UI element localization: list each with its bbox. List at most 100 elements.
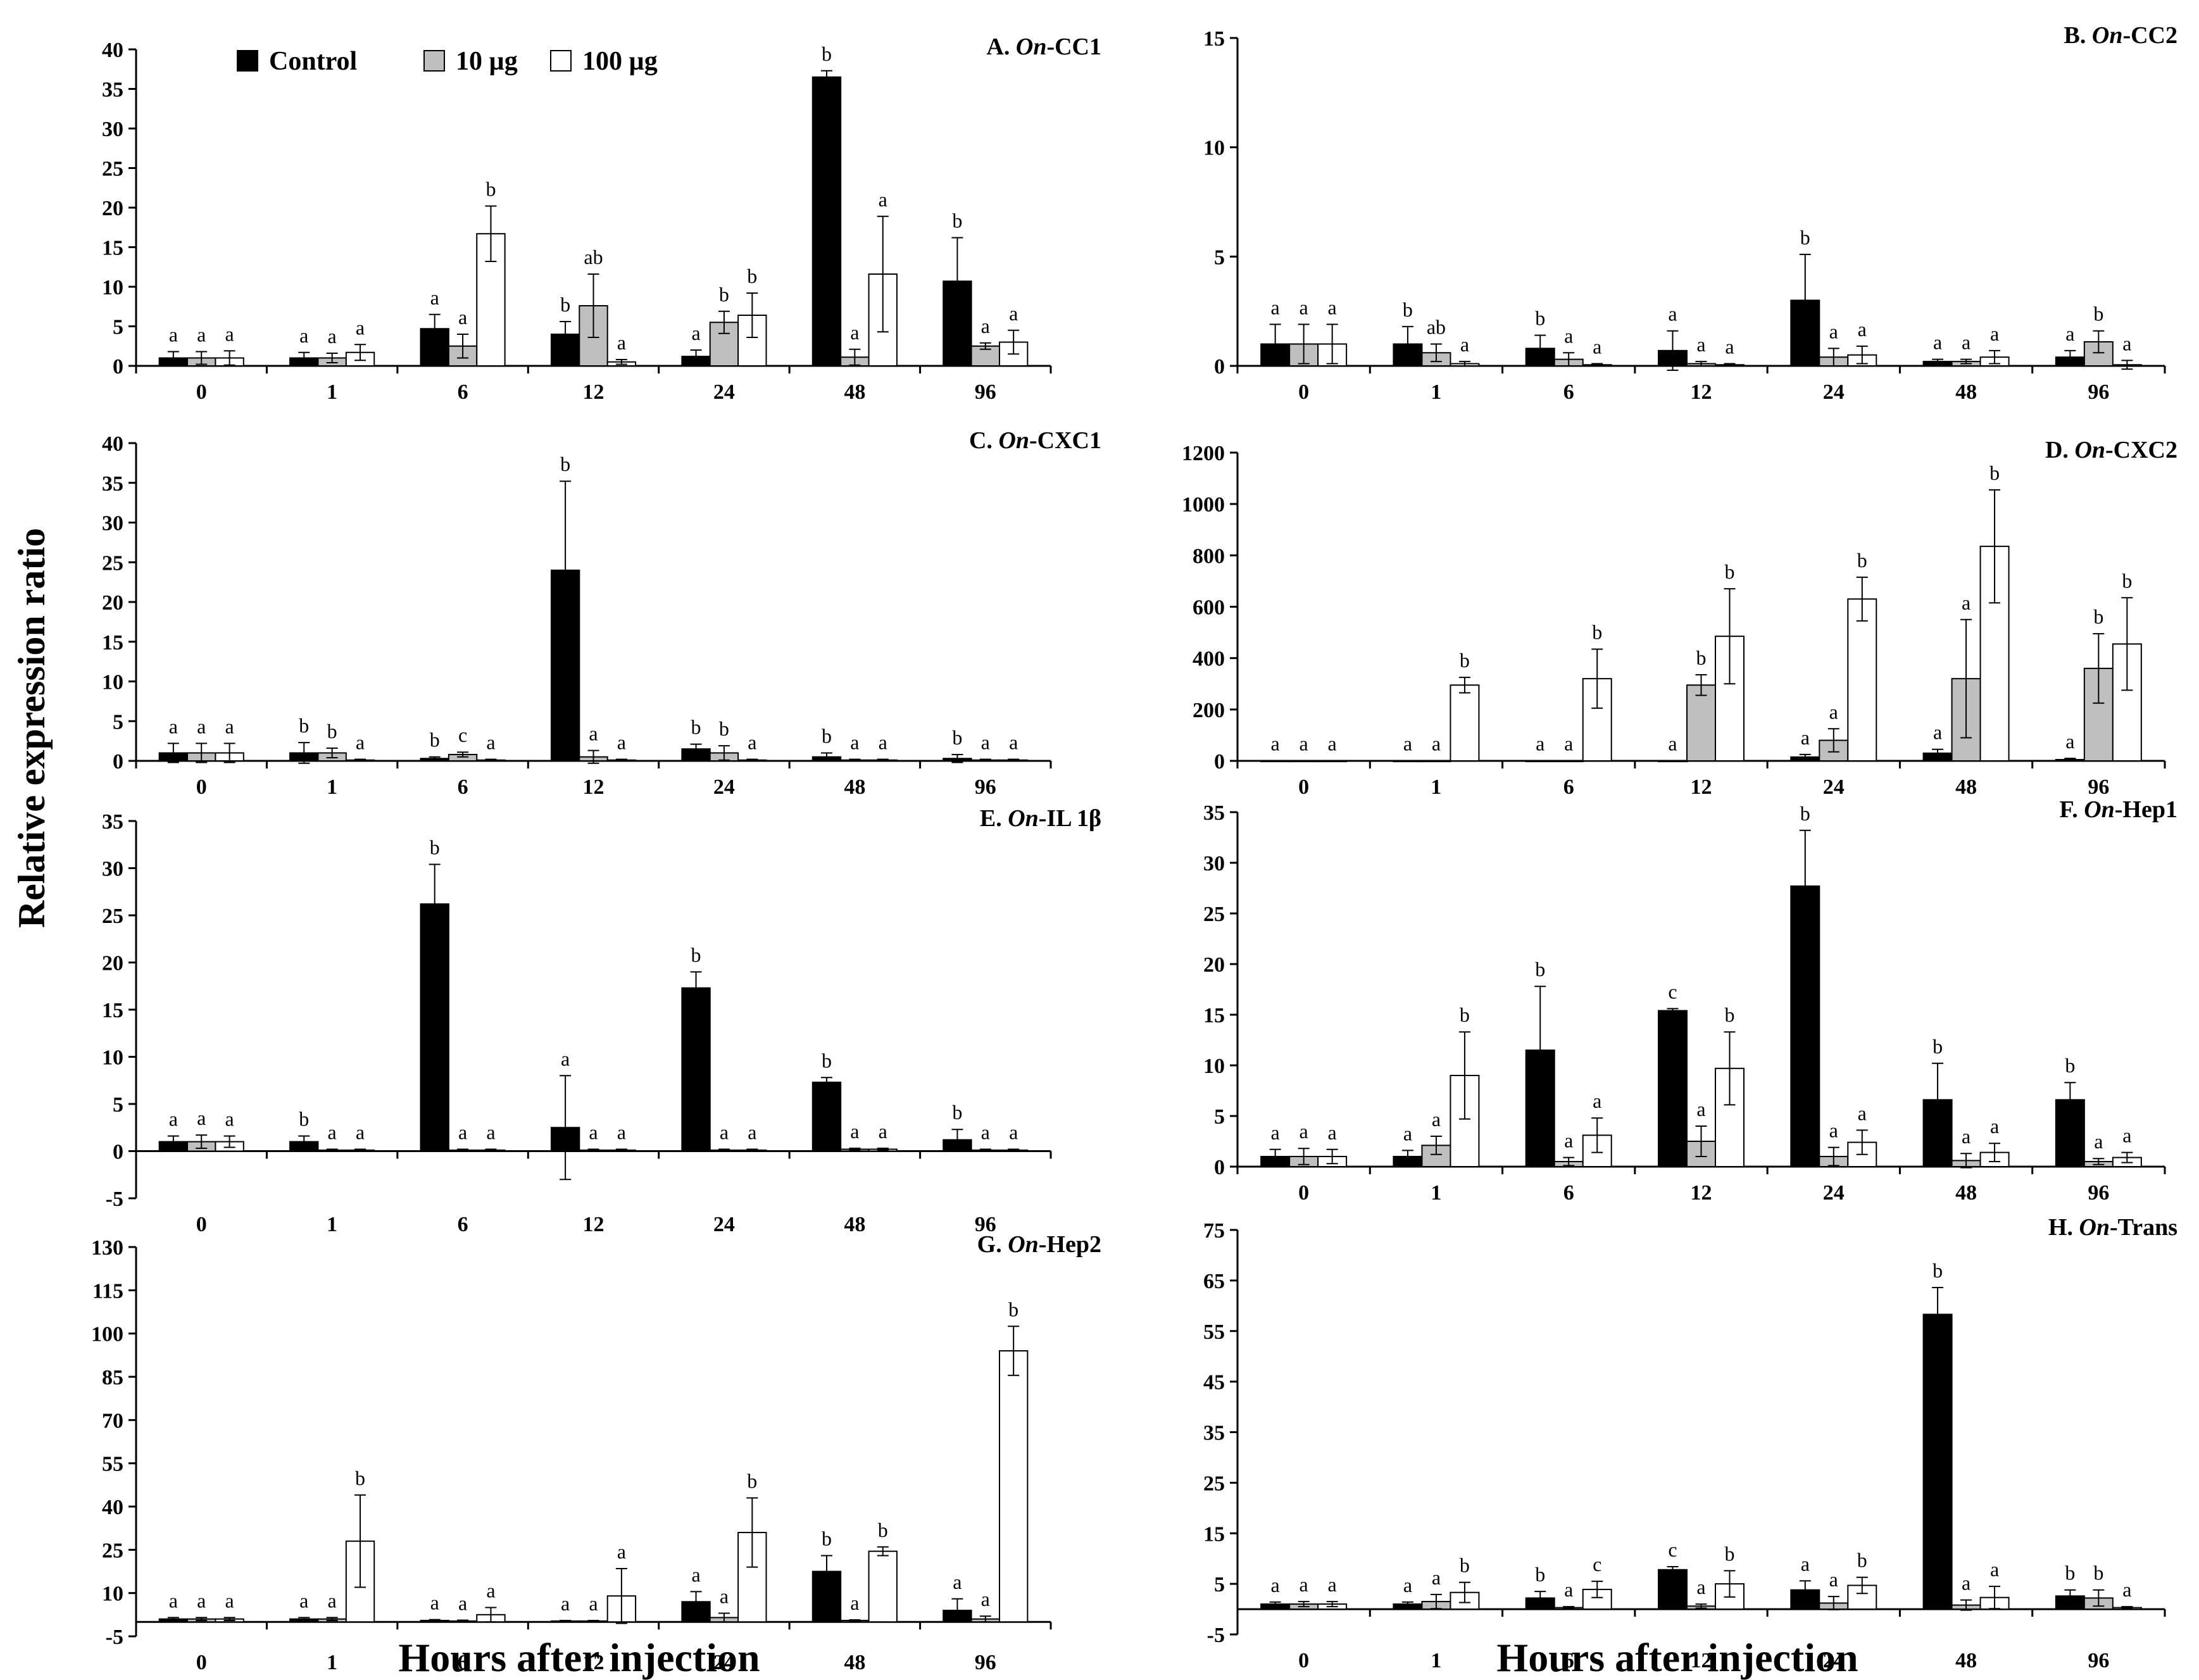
panel-a-y-tick-label: 20: [102, 197, 123, 220]
bar-d-12-s0: [1658, 760, 1688, 763]
sig-letter-h-12-s0: c: [1668, 1538, 1677, 1561]
panel-h-x-tick-label: 96: [2088, 1649, 2109, 1672]
sig-letter-a-48-s1: a: [850, 321, 859, 344]
bar-d-0-s2: [1317, 760, 1348, 763]
sig-letter-e-0-s0: a: [169, 1108, 178, 1131]
panel-g-x-tick-label: 24: [713, 1651, 735, 1674]
panel-b-title: B. On-CC2: [2064, 22, 2177, 49]
sig-letter-e-48-s1: a: [850, 1120, 859, 1143]
panel-g-y-tick-label: 100: [91, 1323, 123, 1346]
bar-d-6-s0: [1525, 760, 1555, 763]
sig-letter-b-96-s2: a: [2122, 332, 2131, 354]
sig-letter-h-6-s1: a: [1564, 1578, 1573, 1601]
bar-h-12-s0: [1658, 1569, 1688, 1610]
panel-h-y-tick-label: 15: [1203, 1522, 1225, 1546]
panel-h-y-tick-label: 65: [1203, 1270, 1225, 1293]
panel-c-x-tick-label: 12: [583, 775, 605, 799]
panel-d-y-tick-label: 1200: [1182, 442, 1225, 465]
panel-a-x-tick-label: 48: [844, 380, 865, 404]
panel-b-x-tick-label: 6: [1563, 380, 1574, 404]
panel-g-x-tick-label: 48: [844, 1651, 865, 1674]
sig-letter-h-1-s1: a: [1432, 1566, 1441, 1589]
panel-a-y-tick-label: 40: [102, 39, 123, 62]
panel-d-x-tick-label: 12: [1691, 775, 1712, 799]
panel-f-y-tick-label: 25: [1203, 903, 1225, 926]
sig-letter-c-24-s1: b: [719, 717, 729, 740]
panel-e-y-tick-label: 10: [102, 1046, 123, 1070]
sig-letter-b-1-s2: a: [1460, 333, 1469, 356]
sig-letter-b-96-s0: a: [2065, 322, 2074, 345]
sig-letter-c-12-s2: a: [617, 730, 626, 753]
sig-letter-g-12-s0: a: [561, 1592, 570, 1615]
y-axis-label: Relative expression ratio: [11, 528, 53, 928]
sig-letter-f-6-s2: a: [1593, 1089, 1601, 1112]
panel-h-y-tick-label: 5: [1214, 1573, 1225, 1596]
sig-letter-f-1-s0: a: [1403, 1122, 1412, 1144]
panel-f-x-tick-label: 1: [1431, 1181, 1441, 1205]
sig-letter-e-12-s1: a: [589, 1121, 598, 1144]
panel-e-x-tick-label: 24: [713, 1213, 735, 1236]
panel-f-y-tick-label: 20: [1203, 953, 1225, 977]
sig-letter-e-12-s2: a: [617, 1121, 626, 1144]
sig-letter-a-24-s2: b: [747, 265, 757, 287]
bar-e-48-s0: [811, 1081, 842, 1152]
panel-g-x-tick-label: 96: [975, 1651, 996, 1674]
sig-letter-d-12-s2: b: [1724, 560, 1734, 583]
panel-g-y-tick-label: 70: [102, 1409, 123, 1432]
panel-h-y-tick-label: 75: [1203, 1219, 1225, 1243]
panel-c-x-tick-label: 96: [975, 775, 996, 799]
panel-h-x-tick-label: 48: [1955, 1649, 1977, 1672]
sig-letter-b-0-s0: a: [1271, 296, 1280, 318]
sig-letter-b-24-s2: a: [1858, 318, 1867, 341]
panel-a-y-tick-label: 30: [102, 118, 123, 141]
legend: Control 10 µg 100 µg: [237, 47, 658, 76]
panel-h-y-tick-label: 45: [1203, 1371, 1225, 1395]
panel-e-y-tick-label: 20: [102, 952, 123, 975]
panel-a-y-tick-label: 0: [113, 355, 123, 379]
sig-letter-h-96-s0: b: [2065, 1562, 2075, 1584]
sig-letter-b-12-s2: a: [1725, 335, 1734, 358]
bar-d-1-s2: [1450, 684, 1480, 762]
sig-letter-h-6-s2: c: [1593, 1553, 1601, 1576]
panel-d-title: D. On-CXC2: [2045, 437, 2177, 463]
sig-letter-g-24-s1: a: [720, 1585, 729, 1608]
panel-f-y-tick-label: 30: [1203, 852, 1225, 875]
x-axis-label-right: Hours after injection: [1496, 1635, 1858, 1680]
sig-letter-h-0-s0: a: [1271, 1574, 1280, 1596]
sig-letter-g-12-s2: a: [617, 1540, 626, 1563]
sig-letter-e-24-s0: b: [691, 943, 701, 966]
sig-letter-g-48-s0: b: [822, 1527, 832, 1550]
sig-letter-a-96-s0: b: [952, 210, 962, 232]
panel-g-x-tick-label: 12: [583, 1651, 605, 1674]
sig-letter-a-24-s1: b: [719, 283, 729, 306]
sig-letter-e-96-s1: a: [981, 1121, 990, 1144]
panel-g-title: G. On-Hep2: [977, 1231, 1101, 1258]
panel-f-y-tick-label: 5: [1214, 1105, 1225, 1129]
panel-b-x-tick-label: 48: [1955, 380, 1977, 404]
sig-letter-c-12-s1: a: [589, 722, 598, 745]
sig-letter-a-48-s2: a: [879, 188, 887, 211]
sig-letter-d-6-s1: a: [1564, 732, 1573, 755]
sig-letter-h-48-s1: a: [1962, 1572, 1970, 1595]
sig-letter-c-96-s1: a: [981, 730, 990, 753]
panel-b-x-tick-label: 96: [2088, 380, 2109, 404]
sig-letter-f-48-s2: a: [1990, 1115, 1999, 1138]
sig-letter-c-48-s0: b: [822, 724, 832, 747]
panel-e-x-tick-label: 12: [583, 1213, 605, 1236]
sig-letter-d-0-s2: a: [1328, 732, 1337, 755]
legend-label-10ug: 10 µg: [456, 47, 518, 76]
sig-letter-g-12-s1: a: [589, 1592, 598, 1615]
sig-letter-a-96-s2: a: [1009, 302, 1018, 325]
x-axis-label-left: Hours after injection: [398, 1635, 760, 1680]
panel-d-x-tick-label: 6: [1563, 775, 1574, 799]
panel-c-x-tick-label: 1: [327, 775, 337, 799]
sig-letter-d-1-s0: a: [1403, 732, 1412, 755]
bar-g-96-s2: [998, 1350, 1029, 1623]
panel-d-y-tick-label: 600: [1193, 596, 1225, 620]
sig-letter-h-1-s2: b: [1460, 1554, 1470, 1577]
